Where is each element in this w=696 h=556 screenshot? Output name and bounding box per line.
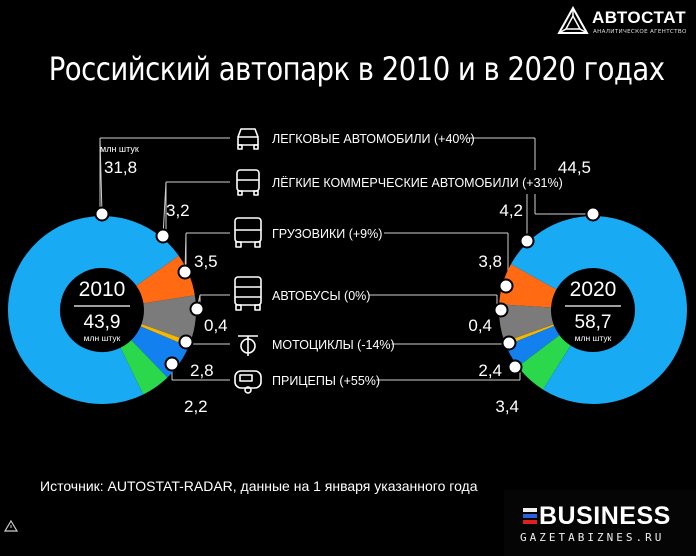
marker-2010-4	[178, 334, 194, 350]
value-label-2020-1: 4,2	[499, 201, 523, 220]
value-label-2020-0: 44,5	[558, 158, 591, 177]
category-icons	[234, 128, 262, 394]
center-total-2020: 58,7	[575, 312, 612, 333]
truck-icon	[234, 217, 262, 248]
corner-triangle-icon	[4, 520, 18, 532]
logo-mark-icon	[557, 6, 589, 34]
slice-2020-5	[517, 334, 572, 390]
value-label-2010-5: 2,2	[184, 397, 208, 416]
brand-name: BUSINESS	[539, 502, 671, 530]
slice-2010-1	[135, 255, 195, 305]
marker-2020-0	[585, 206, 601, 222]
marker-2020-3	[493, 302, 509, 318]
value-label-2020-2: 3,8	[478, 252, 502, 271]
source-note: Источник: AUTOSTAT-RADAR, данные на 1 ян…	[40, 478, 478, 494]
slice-2020-0	[510, 216, 687, 404]
marker-2010-2	[177, 264, 193, 280]
value-label-2010-0: 31,8	[104, 158, 137, 177]
row-label-bg-0	[230, 126, 468, 150]
category-label-1: ЛЁГКИЕ КОММЕРЧЕСКИЕ АВТОМОБИЛИ (+31%)	[272, 176, 563, 190]
value-label-2020-4: 2,4	[478, 361, 502, 380]
slice-2010-5	[119, 339, 168, 395]
category-label-3: АВТОБУСЫ (0%)	[272, 289, 370, 303]
category-label-5: ПРИЦЕПЫ (+55%)	[272, 374, 380, 388]
row-label-bg-1	[230, 170, 552, 194]
marker-2010-5	[164, 356, 180, 372]
logo-name: АВТОСТАТ	[592, 8, 687, 27]
marker-2020-2	[498, 278, 514, 294]
slice-2010-0	[8, 216, 179, 404]
center-year-2020: 2020	[570, 278, 617, 301]
value-label-2010-3: 0,4	[204, 316, 228, 335]
unit-label-top: млн штук	[100, 144, 139, 154]
marker-2010-3	[189, 301, 205, 317]
van-icon	[236, 169, 260, 196]
slice-2020-1	[499, 264, 557, 309]
center-unit-2010: млн штук	[84, 333, 121, 343]
slice-2010-2	[141, 295, 196, 342]
marker-2020-1	[519, 233, 535, 249]
center-unit-2020: млн штук	[575, 333, 612, 343]
value-label-2010-4: 2,8	[190, 361, 214, 380]
center-year-2010: 2010	[79, 278, 126, 301]
trailer-icon	[234, 370, 262, 394]
slice-2020-2	[499, 304, 554, 342]
page-title: Российский автопарк в 2010 и в 2020 года…	[48, 50, 665, 88]
marker-2020-4	[501, 335, 517, 351]
car-icon	[237, 128, 259, 150]
brand-site: GAZETABIZNES.RU	[520, 531, 665, 544]
category-label-2: ГРУЗОВИКИ (+9%)	[272, 227, 382, 241]
value-label-2010-2: 3,5	[194, 252, 218, 271]
category-label-4: МОТОЦИКЛЫ (-14%)	[272, 338, 395, 352]
marker-2010-1	[155, 228, 171, 244]
bus-icon	[234, 276, 262, 311]
business-logo: BUSINESS GAZETABIZNES.RU	[504, 490, 696, 556]
donut-2020	[499, 216, 687, 404]
marker-2020-5	[507, 359, 523, 375]
donut-2010	[8, 216, 196, 404]
row-label-bg-2	[230, 221, 384, 245]
value-label-2020-3: 0,4	[468, 316, 492, 335]
value-label-2010-1: 3,2	[166, 201, 190, 220]
slice-2020-4	[506, 325, 560, 367]
slice-2010-4	[130, 325, 189, 378]
slice-2020-3	[504, 324, 555, 346]
brand-bars-icon	[523, 508, 537, 526]
center-total-2010: 43,9	[84, 312, 121, 333]
value-label-2020-5: 3,4	[495, 397, 519, 416]
autostat-logo: АВТОСТАТ АНАЛИТИЧЕСКОЕ АГЕНТСТВО	[556, 6, 696, 42]
marker-2010-0	[94, 206, 110, 222]
logo-subtitle: АНАЛИТИЧЕСКОЕ АГЕНТСТВО	[593, 29, 687, 35]
motorcycle-icon	[238, 335, 258, 356]
category-label-0: ЛЕГКОВЫЕ АВТОМОБИЛИ (+40%)	[272, 132, 475, 146]
slice-2010-3	[140, 323, 191, 347]
